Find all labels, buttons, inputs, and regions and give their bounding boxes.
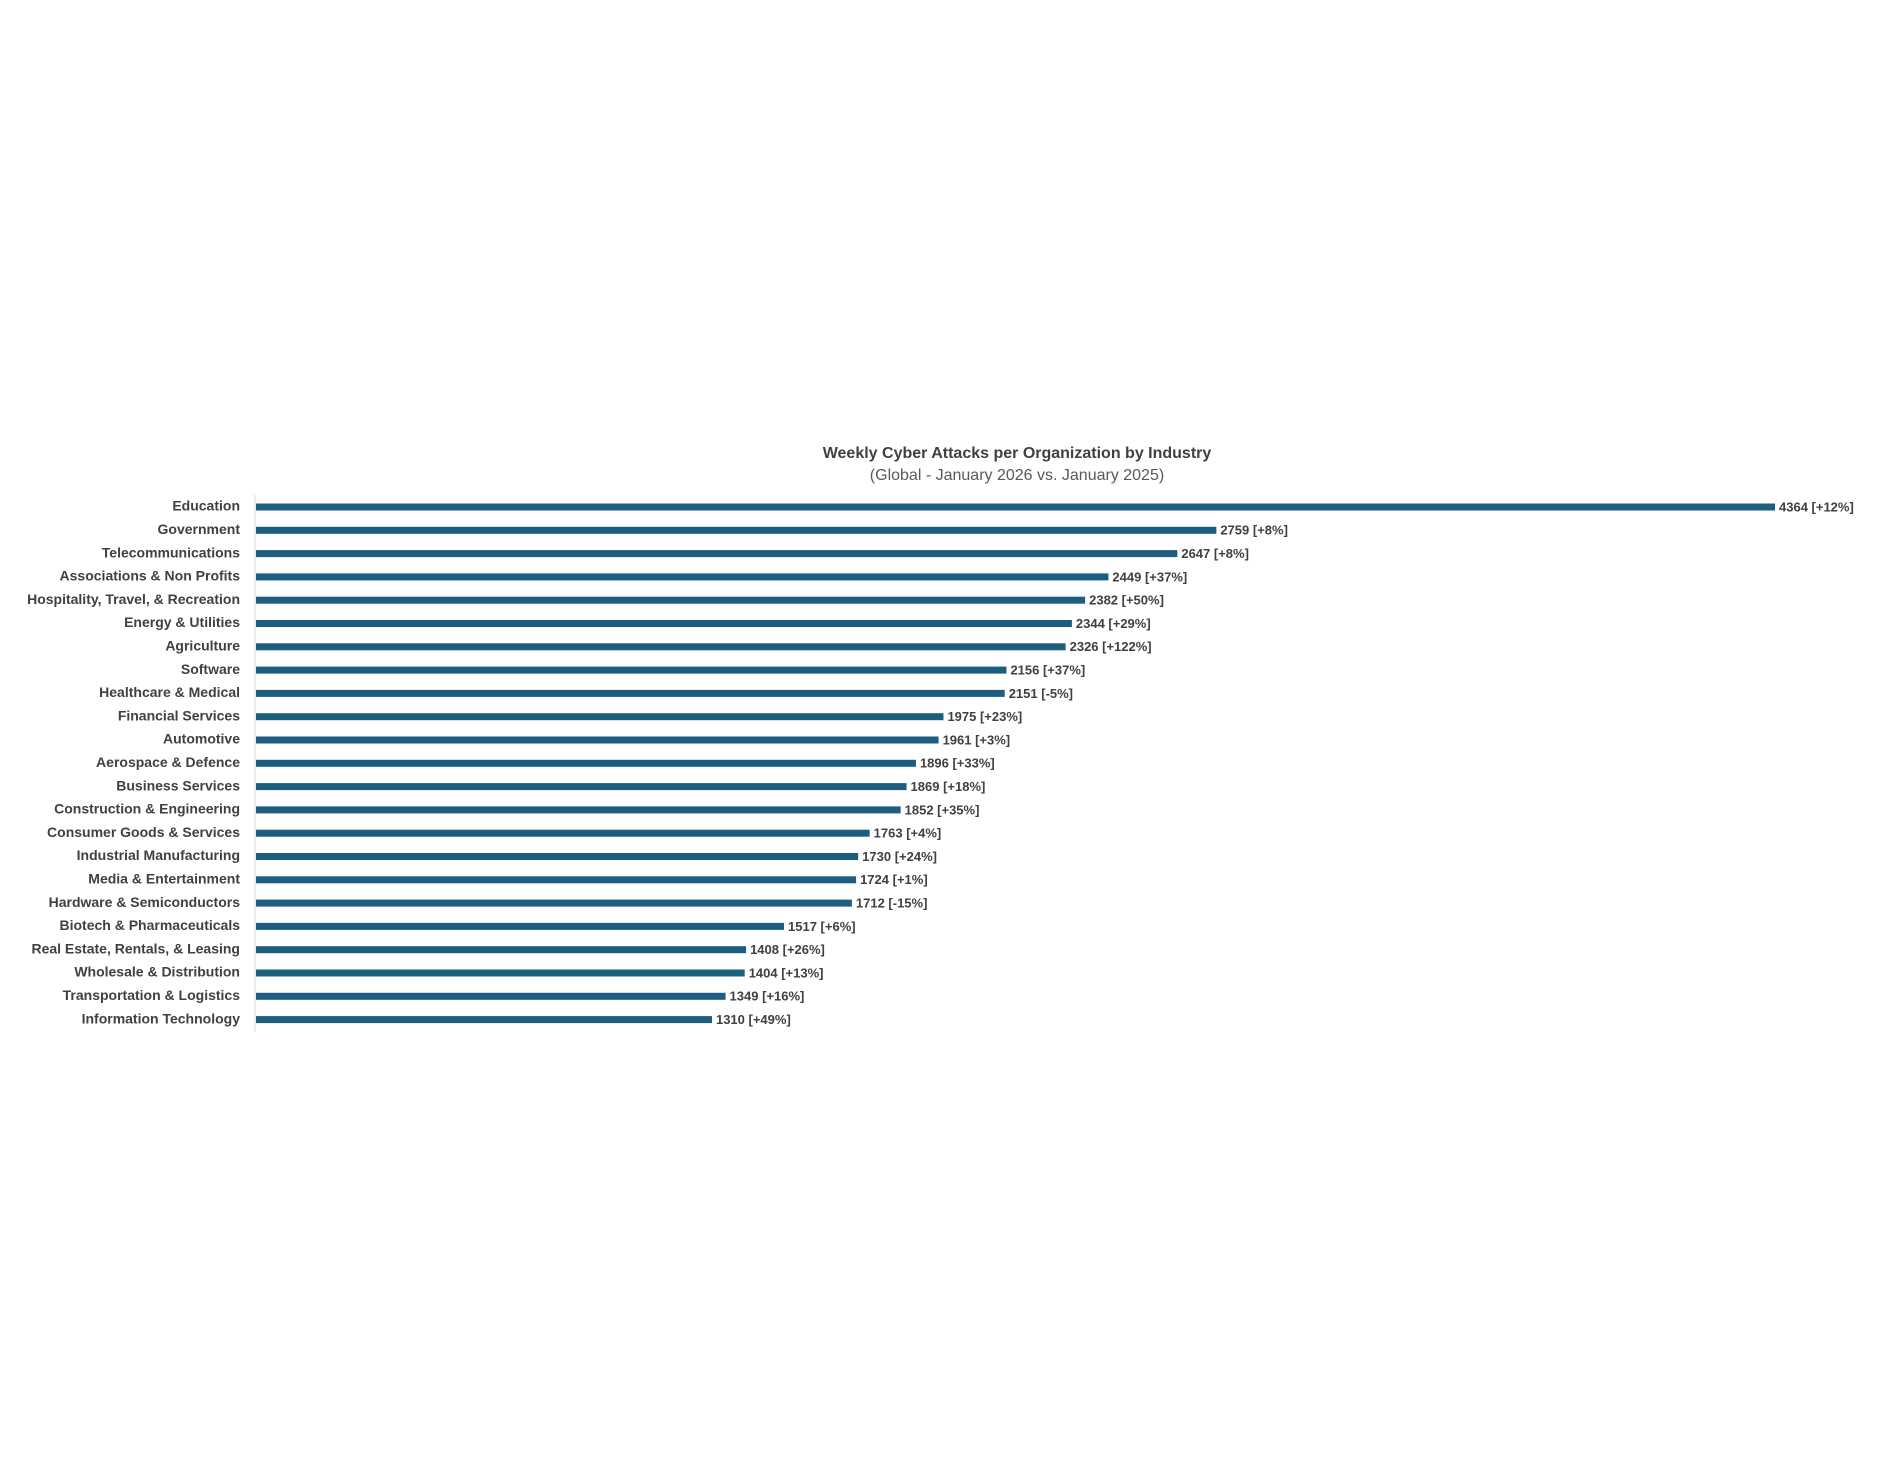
category-label: Biotech & Pharmaceuticals: [59, 917, 240, 933]
data-label: 4364 [+12%]: [1779, 499, 1854, 514]
category-label: Hospitality, Travel, & Recreation: [27, 591, 240, 607]
category-label: Aerospace & Defence: [96, 754, 240, 770]
bar: [256, 573, 1109, 581]
category-label: Software: [181, 661, 240, 677]
category-label: Construction & Engineering: [54, 801, 240, 817]
bar: [256, 759, 916, 767]
data-label: 1852 [+35%]: [905, 802, 980, 817]
bar: [256, 689, 1005, 697]
chart-subtitle: (Global - January 2026 vs. January 2025): [870, 467, 1164, 484]
category-label: Information Technology: [82, 1010, 241, 1026]
bar: [256, 992, 726, 1000]
bar: [256, 643, 1066, 651]
category-label: Real Estate, Rentals, & Leasing: [31, 940, 240, 956]
data-label: 1349 [+16%]: [730, 989, 805, 1004]
data-label: 1961 [+3%]: [943, 732, 1011, 747]
bar: [256, 899, 852, 907]
data-label: 1730 [+24%]: [862, 849, 937, 864]
category-label: Industrial Manufacturing: [77, 847, 240, 863]
data-label: 1975 [+23%]: [947, 709, 1022, 724]
bar: [256, 666, 1007, 674]
category-label: Telecommunications: [102, 544, 240, 560]
chart-title: Weekly Cyber Attacks per Organization by…: [823, 445, 1212, 462]
data-label: 1404 [+13%]: [749, 965, 824, 980]
bar: [256, 550, 1178, 558]
category-label: Healthcare & Medical: [99, 684, 240, 700]
bar: [256, 829, 870, 837]
data-label: 2647 [+8%]: [1181, 546, 1249, 561]
data-label: 1869 [+18%]: [911, 779, 986, 794]
data-label: 2326 [+122%]: [1070, 639, 1152, 654]
data-label: 1310 [+49%]: [716, 1012, 791, 1027]
category-label: Government: [158, 521, 241, 537]
category-label: Consumer Goods & Services: [47, 824, 240, 840]
data-label: 1763 [+4%]: [874, 826, 942, 841]
data-label: 1724 [+1%]: [860, 872, 928, 887]
category-label: Wholesale & Distribution: [74, 964, 240, 980]
bar: [256, 969, 745, 977]
category-label: Energy & Utilities: [124, 614, 240, 630]
data-label: 1517 [+6%]: [788, 919, 856, 934]
bar: [256, 1016, 712, 1024]
bar: [256, 922, 785, 930]
category-label: Financial Services: [118, 707, 240, 723]
category-label: Agriculture: [165, 638, 240, 654]
bar: [256, 853, 859, 860]
bar: [256, 946, 747, 954]
bar: [256, 783, 907, 791]
category-label: Associations & Non Profits: [60, 568, 241, 584]
category-label: Automotive: [163, 731, 240, 747]
data-label: 2151 [-5%]: [1009, 686, 1073, 701]
data-label: 2759 [+8%]: [1220, 523, 1288, 538]
bar: [256, 596, 1086, 604]
bar: [256, 736, 939, 744]
bar: [256, 503, 1775, 511]
data-label: 2382 [+50%]: [1089, 593, 1164, 608]
bar: [256, 620, 1072, 627]
data-label: 1408 [+26%]: [750, 942, 825, 957]
data-label: 2449 [+37%]: [1112, 569, 1187, 584]
data-label: 2344 [+29%]: [1076, 616, 1151, 631]
bar: [256, 806, 901, 814]
bar: [256, 713, 944, 721]
category-label: Hardware & Semiconductors: [49, 894, 241, 910]
data-label: 1712 [-15%]: [856, 896, 928, 911]
bar: [256, 526, 1217, 534]
data-label: 2156 [+37%]: [1010, 663, 1085, 678]
category-label: Media & Entertainment: [88, 871, 240, 887]
category-label: Business Services: [116, 777, 240, 793]
category-label: Transportation & Logistics: [63, 987, 241, 1003]
category-label: Education: [172, 498, 240, 514]
data-label: 1896 [+33%]: [920, 756, 995, 771]
bar: [256, 876, 857, 884]
